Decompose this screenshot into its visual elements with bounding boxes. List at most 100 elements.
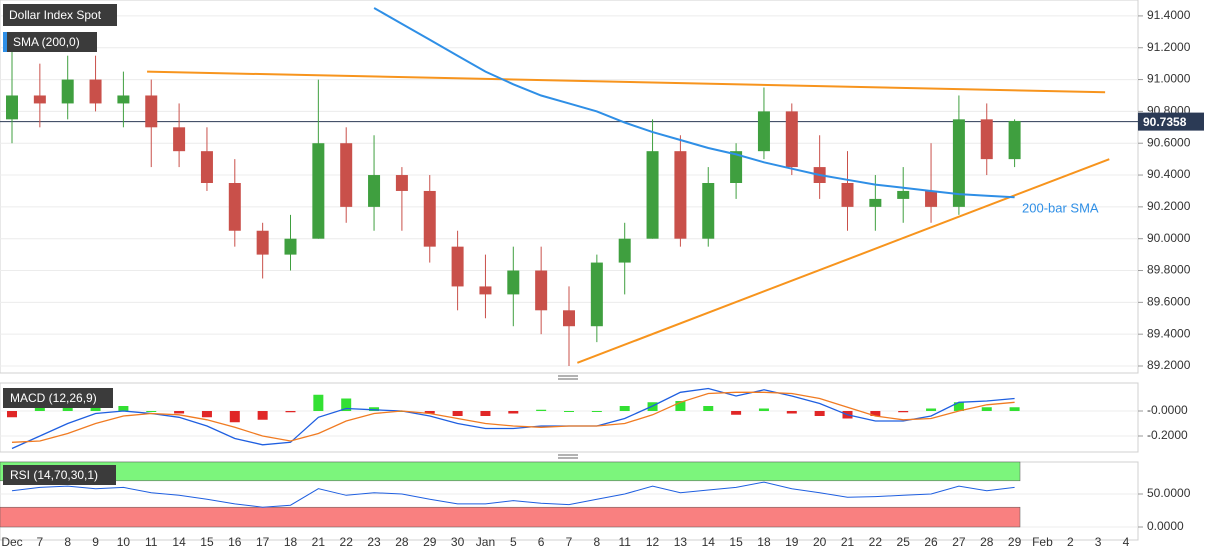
- candle-body: [563, 310, 575, 327]
- histogram-bar: [174, 411, 185, 414]
- candle-body: [674, 151, 687, 239]
- candle-body: [312, 143, 325, 239]
- x-tick-label: 3: [1095, 535, 1102, 549]
- histogram-bar: [452, 411, 463, 416]
- x-tick-label: 11: [145, 535, 158, 549]
- histogram-bar: [786, 411, 797, 414]
- rsi-band: [0, 461, 1021, 482]
- y-tick-label: 0.0000: [1147, 519, 1184, 533]
- x-tick-label: 11: [618, 535, 631, 549]
- candle-body: [451, 246, 464, 287]
- panel-handle[interactable]: [558, 454, 578, 459]
- x-tick-label: 23: [367, 535, 381, 549]
- chart-title: Dollar Index Spot: [9, 8, 102, 22]
- histogram-bar: [480, 411, 491, 416]
- histogram-bar: [34, 406, 45, 411]
- x-tick-label: 20: [813, 535, 827, 549]
- candle-body: [368, 175, 381, 207]
- histogram-bar: [564, 411, 574, 412]
- candle-body: [535, 270, 548, 311]
- y-tick-label: 89.8000: [1147, 263, 1191, 277]
- histogram-bar: [341, 398, 352, 411]
- title-box: [3, 465, 116, 485]
- histogram-bar: [118, 406, 129, 411]
- histogram-bar: [229, 411, 240, 423]
- candle-body: [925, 190, 938, 207]
- x-tick-label: 18: [757, 535, 771, 549]
- x-tick-label: 13: [674, 535, 688, 549]
- histogram-bar: [285, 411, 296, 413]
- candle-body: [618, 238, 631, 263]
- title-box: [3, 388, 113, 408]
- candle-body: [869, 198, 882, 207]
- histogram-bar: [870, 411, 881, 416]
- x-tick-label: 15: [729, 535, 743, 549]
- x-tick-label: Dec: [1, 535, 22, 549]
- histogram-bar: [508, 411, 519, 414]
- x-tick-label: 15: [200, 535, 214, 549]
- title-box: [3, 4, 117, 26]
- candle-body: [6, 95, 18, 120]
- candle-body: [340, 143, 353, 207]
- legend-entry: SMA (200,0): [13, 35, 80, 49]
- x-tick-label: 25: [897, 535, 911, 549]
- histogram-bar: [953, 402, 964, 411]
- candle-body: [952, 119, 965, 207]
- series-line: [373, 7, 1015, 199]
- histogram-bar: [201, 411, 212, 418]
- candle-body: [117, 95, 130, 104]
- y-tick-label: -0.0000: [1147, 403, 1188, 417]
- candle-body: [785, 111, 798, 168]
- x-tick-label: 21: [841, 535, 855, 549]
- x-tick-label: Feb: [1032, 535, 1053, 549]
- legend-swatch: [3, 32, 7, 52]
- candle-body: [980, 119, 993, 160]
- candle-body: [256, 230, 269, 255]
- candle-body: [61, 79, 74, 104]
- x-tick-label: 22: [340, 535, 354, 549]
- histogram-bar: [731, 411, 742, 415]
- y-tick-label: 90.4000: [1147, 167, 1191, 181]
- x-tick-label: 4: [1123, 535, 1130, 549]
- histogram-bar: [758, 408, 769, 411]
- x-tick-label: 30: [451, 535, 465, 549]
- x-tick-label: 26: [924, 535, 938, 549]
- x-tick-label: 8: [64, 535, 71, 549]
- histogram-bar: [313, 394, 324, 411]
- candle-body: [730, 151, 743, 183]
- candle-body: [897, 190, 910, 199]
- histogram-bar: [146, 411, 157, 412]
- candle-body: [841, 182, 854, 207]
- y-tick-label: 90.6000: [1147, 135, 1191, 149]
- x-tick-label: 14: [702, 535, 716, 549]
- macd-panel: [0, 382, 1139, 453]
- series-line: [11, 391, 1015, 443]
- y-tick-label: 89.2000: [1147, 358, 1191, 372]
- candle-body: [423, 190, 436, 247]
- candle-body: [228, 182, 241, 231]
- histogram-bar: [424, 411, 435, 414]
- panel-handle[interactable]: [558, 375, 578, 380]
- histogram-bar: [536, 409, 547, 411]
- histogram-bar: [257, 411, 268, 420]
- x-tick-label: 29: [423, 535, 437, 549]
- x-tick-label: 21: [312, 535, 326, 549]
- histogram-bar: [981, 407, 992, 411]
- candle-body: [646, 151, 659, 239]
- trendline: [147, 70, 1106, 94]
- histogram-bar: [675, 401, 686, 411]
- y-tick-label: 50.0000: [1147, 486, 1191, 500]
- x-tick-label: 27: [952, 535, 966, 549]
- histogram-bar: [898, 411, 909, 413]
- y-tick-label: 89.4000: [1147, 326, 1191, 340]
- x-tick-label: 17: [256, 535, 270, 549]
- trendline: [576, 158, 1110, 364]
- x-tick-label: 16: [228, 535, 242, 549]
- y-tick-label: 89.6000: [1147, 295, 1191, 309]
- y-tick-label: -0.2000: [1147, 428, 1188, 442]
- series-line: [11, 481, 1015, 508]
- y-tick-label: 90.0000: [1147, 231, 1191, 245]
- y-tick-label: 91.4000: [1147, 8, 1191, 22]
- x-tick-label: 22: [869, 535, 883, 549]
- x-tick-label: 14: [172, 535, 186, 549]
